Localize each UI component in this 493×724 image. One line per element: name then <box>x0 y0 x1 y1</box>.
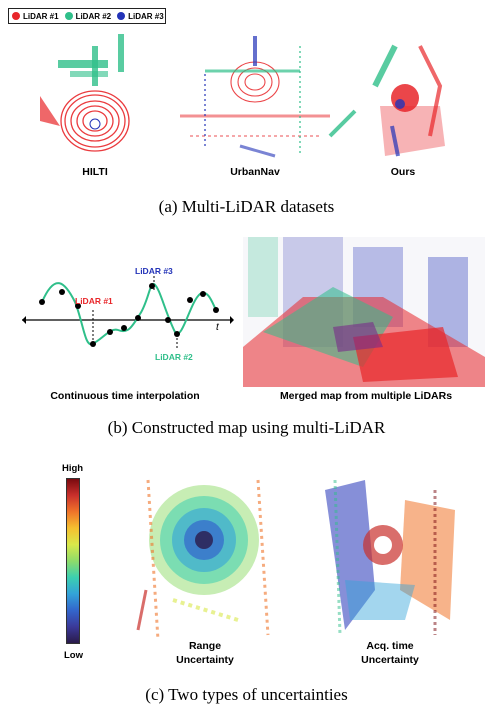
urbannav-label: UrbanNav <box>230 166 280 178</box>
interp-label-lidar1: LiDAR #1 <box>75 296 113 306</box>
interpolation-curve <box>41 282 217 346</box>
axis-arrow-left <box>22 316 26 324</box>
range-uncertainty-label-2: Uncertainty <box>176 654 234 666</box>
merged-map-label: Merged map from multiple LiDARs <box>279 390 453 402</box>
legend-label: LiDAR #3 <box>128 11 164 21</box>
caption-b: (b) Constructed map using multi-LiDAR <box>107 418 386 437</box>
legend-item-lidar3: LiDAR #3 <box>117 12 164 21</box>
ours-label: Ours <box>390 166 416 178</box>
legend-label: LiDAR #1 <box>23 11 59 21</box>
blue-dot-icon <box>117 12 126 20</box>
caption-c: (c) Two types of uncertainties <box>145 685 348 704</box>
interp-label-lidar3: LiDAR #3 <box>135 266 173 276</box>
caption-a: (a) Multi-LiDAR datasets <box>158 197 335 216</box>
acq-time-uncertainty-label-1: Acq. time <box>366 640 414 652</box>
hilti-pointcloud <box>40 34 130 152</box>
interp-caption-label: Continuous time interpolation <box>50 390 200 402</box>
urbannav-pointcloud <box>180 36 330 158</box>
hilti-label: HILTI <box>82 166 108 178</box>
green-dot-icon <box>64 12 73 20</box>
acq-time-uncertainty-label-2: Uncertainty <box>361 654 419 666</box>
acq-time-uncertainty-map <box>325 479 455 636</box>
legend-item-lidar2: LiDAR #2 <box>64 11 112 21</box>
colorbar-low-label: Low <box>64 650 83 661</box>
range-uncertainty-map <box>136 479 270 640</box>
ours-pointcloud <box>328 44 445 157</box>
red-dot-icon <box>12 12 20 20</box>
colorbar-high-label: High <box>62 463 84 474</box>
interp-label-lidar2: LiDAR #2 <box>155 352 193 362</box>
merged-map-image <box>243 237 485 387</box>
lidar-legend: LiDAR #1 LiDAR #2 LiDAR #3 <box>8 8 166 24</box>
legend-label: LiDAR #2 <box>75 11 112 21</box>
legend-item-lidar1: LiDAR #1 <box>12 12 59 21</box>
continuous-time-interpolation-diagram: LiDAR #1 LiDAR #3 LiDAR #2 t <box>22 266 234 362</box>
axis-arrow-right <box>230 316 234 324</box>
range-uncertainty-label-1: Range <box>188 640 222 652</box>
multi-lidar-pointclouds <box>40 34 445 158</box>
time-axis-label: t <box>216 322 220 333</box>
uncertainty-colorbar <box>66 478 80 644</box>
sample-points <box>39 283 219 347</box>
